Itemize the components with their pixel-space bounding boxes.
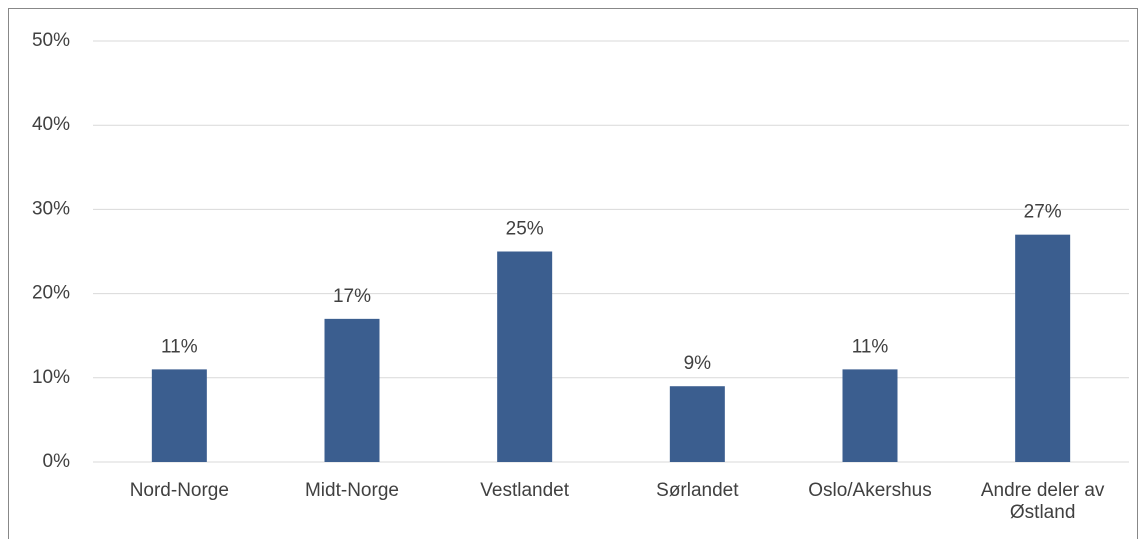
y-tick-label: 30%	[32, 198, 70, 219]
x-tick-label: Andre deler av Østland	[980, 480, 1105, 523]
data-label: 11%	[852, 336, 889, 357]
bar	[324, 318, 380, 462]
data-label: 11%	[161, 336, 198, 357]
y-tick-label: 20%	[32, 283, 70, 304]
bar	[1015, 234, 1071, 462]
y-tick-label: 40%	[32, 114, 70, 135]
chart-frame	[8, 8, 1138, 539]
bar	[669, 386, 725, 462]
data-label: 9%	[684, 353, 712, 374]
x-tick-label: Oslo/Akershus	[808, 480, 932, 501]
data-label: 25%	[506, 219, 544, 240]
bar	[842, 369, 898, 462]
bar	[497, 251, 553, 462]
y-tick-label: 50%	[32, 30, 70, 51]
x-tick-label: Nord-Norge	[129, 480, 229, 501]
x-tick-label: Vestlandet	[480, 480, 570, 501]
y-tick-label: 0%	[43, 451, 71, 472]
y-tick-label: 10%	[32, 367, 70, 388]
data-label: 17%	[333, 286, 371, 307]
x-tick-label: Midt-Norge	[304, 480, 399, 501]
data-label: 27%	[1024, 202, 1062, 223]
bar	[151, 369, 207, 462]
x-tick-label: Sørlandet	[656, 480, 739, 501]
